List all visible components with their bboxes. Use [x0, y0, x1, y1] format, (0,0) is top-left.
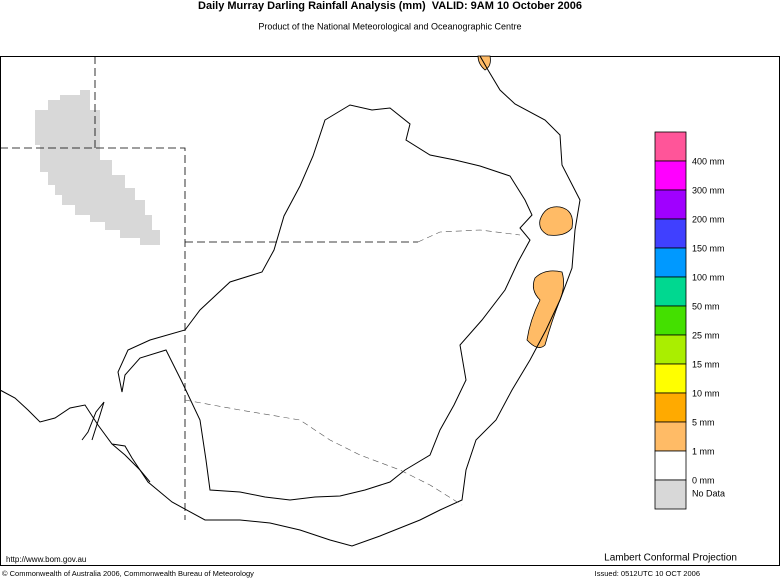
legend-label: 1 mm: [692, 446, 715, 456]
state-border: [0, 56, 418, 520]
rain-area: [526, 270, 564, 348]
legend: 400 mm 300 mm 200 mm 150 mm 100 mm 50 mm 25 mm…: [654, 131, 725, 510]
legend-label: 0 mm: [692, 475, 715, 485]
no-data-area: [35, 90, 160, 245]
legend-swatch: [654, 189, 687, 220]
projection: Lambert Conformal Projection: [604, 553, 737, 564]
legend-label: 300 mm: [692, 185, 725, 195]
legend-label: 100 mm: [692, 272, 725, 282]
legend-label: 400 mm: [692, 156, 725, 166]
legend-swatch: [654, 334, 687, 365]
legend-swatch: [654, 160, 687, 191]
legend-label: 25 mm: [692, 330, 720, 340]
legend-swatch: [654, 305, 687, 336]
url: http://www.bom.gov.au: [6, 555, 86, 564]
gulf: [81, 401, 151, 483]
legend-swatch: [654, 276, 687, 307]
map: [0, 55, 581, 547]
legend-label: 200 mm: [692, 214, 725, 224]
state-border: [184, 229, 521, 506]
legend-label: 5 mm: [692, 417, 715, 427]
subtitle: Product of the National Meteorological a…: [258, 21, 521, 31]
legend-label: 150 mm: [692, 243, 725, 253]
legend-swatch: [654, 450, 687, 481]
issued: Issued: 0512UTC 10 OCT 2006: [595, 569, 700, 578]
legend-label: No Data: [692, 488, 725, 498]
legend-swatch: [654, 131, 687, 162]
legend-label: 15 mm: [692, 359, 720, 369]
legend-swatch: [654, 421, 687, 452]
legend-swatch: [654, 392, 687, 423]
rain-area: [539, 206, 573, 236]
basin-outline: [117, 104, 533, 501]
legend-label: 50 mm: [692, 301, 720, 311]
legend-swatch: [654, 479, 687, 510]
copyright: © Commonwealth of Australia 2006, Common…: [2, 569, 254, 578]
coastline: [0, 55, 581, 547]
legend-swatch: [654, 363, 687, 394]
legend-swatch: [654, 218, 687, 249]
legend-label: 10 mm: [692, 388, 720, 398]
legend-swatch: [654, 247, 687, 278]
title: Daily Murray Darling Rainfall Analysis (…: [198, 0, 582, 12]
